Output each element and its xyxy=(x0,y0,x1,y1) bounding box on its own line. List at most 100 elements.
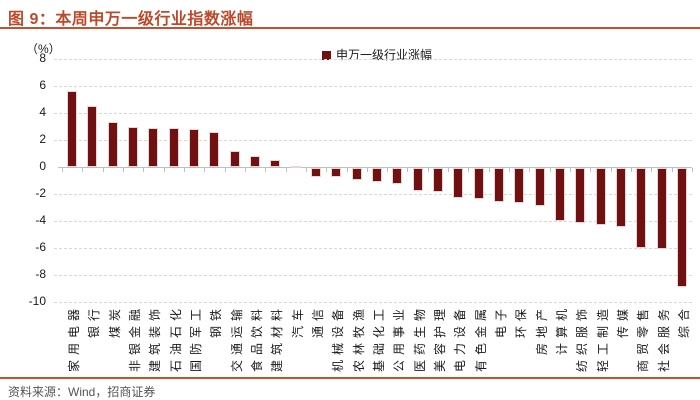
bar xyxy=(636,168,647,248)
footer-divider xyxy=(0,377,700,379)
x-axis-label-text: 煤炭 xyxy=(107,304,122,339)
x-axis-label-text: 社会服务 xyxy=(656,304,671,373)
x-axis-label-text: 交通运输 xyxy=(229,304,244,373)
x-axis-tick xyxy=(244,168,246,172)
x-axis-tick xyxy=(183,168,185,172)
x-axis-label-text: 商贸零售 xyxy=(636,304,651,373)
bar xyxy=(575,168,586,224)
y-axis-tick-label: -6 xyxy=(35,240,46,254)
bar xyxy=(331,168,342,178)
x-axis-label-text: 钢铁 xyxy=(209,304,224,339)
x-axis-tick xyxy=(509,168,511,172)
bar xyxy=(250,156,261,167)
x-axis-tick xyxy=(285,168,287,172)
bar xyxy=(554,168,565,221)
y-axis-tick-label: 2 xyxy=(39,132,46,146)
bar xyxy=(67,91,78,167)
x-axis-tick xyxy=(590,168,592,172)
bar xyxy=(209,131,220,167)
y-axis-tick-label: 4 xyxy=(39,105,46,119)
x-axis-label-text: 纺织服饰 xyxy=(575,304,590,373)
x-axis-label-text: 银行 xyxy=(87,304,102,339)
x-axis-tick xyxy=(305,168,307,172)
x-axis-tick xyxy=(529,168,531,172)
bar xyxy=(290,165,301,168)
x-axis-line xyxy=(58,167,692,168)
bar xyxy=(534,168,545,206)
y-axis-tick-label: -4 xyxy=(35,213,46,227)
x-axis-label-text: 公用事业 xyxy=(392,304,407,373)
x-axis-tick xyxy=(62,168,63,172)
bar xyxy=(372,168,382,182)
y-axis-tick-label: 0 xyxy=(39,159,46,173)
gridline xyxy=(54,275,692,276)
x-axis-label-text: 汽车 xyxy=(290,304,305,339)
bar xyxy=(148,127,159,167)
gridline xyxy=(54,140,692,141)
x-axis-tick xyxy=(102,168,104,172)
gridline xyxy=(54,113,692,114)
x-axis-tick xyxy=(631,168,633,172)
x-axis-label-text: 环保 xyxy=(514,304,529,339)
x-axis-tick xyxy=(346,168,348,172)
bar xyxy=(189,129,200,167)
x-axis-label: 综合 xyxy=(675,304,700,338)
x-axis-label-text: 综合 xyxy=(676,304,691,339)
gridline xyxy=(54,86,692,87)
x-axis-tick xyxy=(387,168,389,172)
bar xyxy=(128,126,139,167)
x-axis-tick xyxy=(326,168,328,172)
gridline xyxy=(54,302,692,303)
gridline xyxy=(54,248,692,249)
x-axis-tick xyxy=(407,168,409,172)
x-axis-label-text: 国防军工 xyxy=(189,304,204,373)
bar xyxy=(168,127,179,167)
x-axis-tick xyxy=(692,168,693,172)
x-axis-tick xyxy=(570,168,572,172)
bar xyxy=(453,168,464,198)
x-axis-tick xyxy=(610,168,612,172)
y-axis-tick-label: -8 xyxy=(35,267,46,281)
x-axis-tick xyxy=(427,168,429,172)
data-source-note: 资料来源：Wind，招商证券 xyxy=(8,385,156,399)
x-axis-label-text: 建筑材料 xyxy=(270,304,285,373)
x-axis-label-text: 房地产 xyxy=(534,304,549,356)
title-divider xyxy=(0,27,700,29)
bar xyxy=(676,168,687,287)
bar xyxy=(473,168,484,200)
x-axis-label-text: 农林牧渔 xyxy=(351,304,366,373)
bar xyxy=(229,150,240,167)
x-axis-label-text: 计算机 xyxy=(554,304,569,356)
x-axis-label-text: 机械设备 xyxy=(331,304,346,373)
y-axis-tick-label: -2 xyxy=(35,186,46,200)
x-axis-tick xyxy=(448,168,450,172)
bar xyxy=(615,168,626,228)
x-axis-tick xyxy=(671,168,673,172)
bar xyxy=(392,168,403,185)
x-axis-tick xyxy=(651,168,653,172)
x-axis-label-text: 医药生物 xyxy=(412,304,427,373)
legend-swatch-icon xyxy=(321,51,331,60)
x-axis-tick xyxy=(488,168,490,172)
x-axis-label-text: 通信 xyxy=(311,304,326,339)
x-axis-label-text: 基础化工 xyxy=(372,304,386,373)
bar xyxy=(107,122,118,167)
x-axis-label-text: 家用电器 xyxy=(67,304,82,373)
y-axis-tick-label: 6 xyxy=(39,78,46,92)
x-axis-label-text: 电力设备 xyxy=(453,304,468,373)
gridline xyxy=(54,221,692,222)
chart-legend: 申万一级行业涨幅 xyxy=(62,46,692,63)
x-axis-tick xyxy=(224,168,226,172)
x-axis-tick xyxy=(163,168,165,172)
x-axis-label-text: 石油石化 xyxy=(168,304,183,373)
y-axis-tick-label: 8 xyxy=(39,51,46,65)
x-axis-label-text: 美容护理 xyxy=(432,304,447,373)
figure-title: 图 9：本周申万一级行业指数涨幅 xyxy=(8,11,254,28)
bar xyxy=(656,168,667,249)
x-axis-label-text: 轻工制造 xyxy=(595,304,610,373)
y-axis-tick-label: -10 xyxy=(28,294,46,308)
x-axis-tick xyxy=(265,168,267,172)
bar xyxy=(270,160,281,167)
